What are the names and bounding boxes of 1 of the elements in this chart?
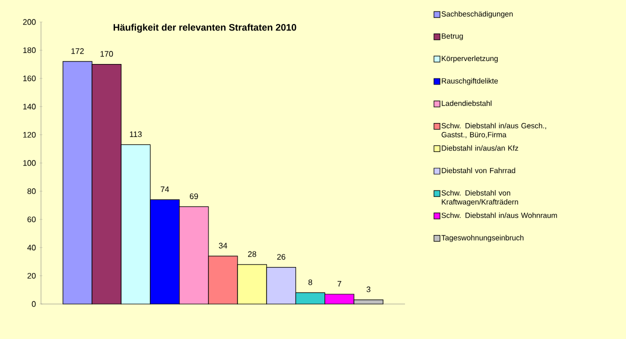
chart-title: Häufigkeit der relevanten Straftaten 2010 (114, 24, 296, 33)
